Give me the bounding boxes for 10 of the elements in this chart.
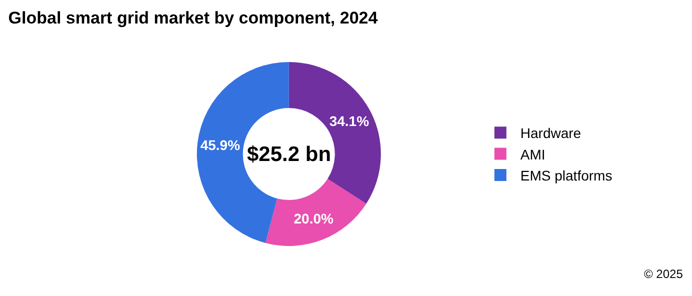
- legend-label: EMS platforms: [520, 167, 612, 184]
- donut-slice: [265, 178, 366, 246]
- text: $25.2 bn: [247, 143, 332, 166]
- legend-label: AMI: [520, 146, 546, 162]
- data-label: 45.9%: [200, 137, 241, 154]
- chart-title: Global smart grid market by component, 2024: [8, 8, 378, 28]
- legend-label: Hardware: [520, 125, 582, 142]
- data-label: 20.0%: [294, 210, 334, 226]
- data-label: 34.1%: [329, 112, 370, 129]
- text: © 2025: [644, 267, 684, 281]
